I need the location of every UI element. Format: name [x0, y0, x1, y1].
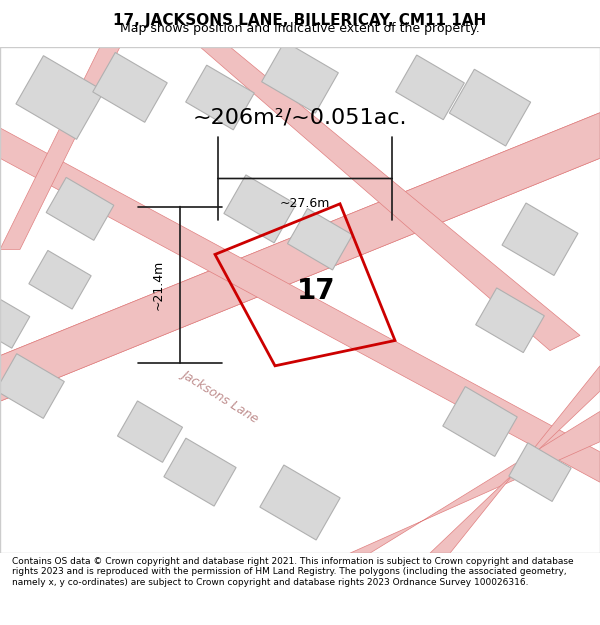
Polygon shape — [185, 65, 254, 130]
Polygon shape — [395, 55, 464, 120]
Polygon shape — [16, 56, 104, 139]
Text: Jacksons Lane: Jacksons Lane — [179, 368, 261, 425]
Polygon shape — [262, 41, 338, 113]
Polygon shape — [260, 465, 340, 540]
Text: ~27.6m: ~27.6m — [280, 197, 330, 210]
Text: 17: 17 — [297, 277, 335, 305]
Polygon shape — [0, 128, 600, 483]
Polygon shape — [0, 112, 600, 401]
Polygon shape — [476, 288, 544, 352]
Polygon shape — [509, 442, 571, 501]
Polygon shape — [449, 69, 530, 146]
Polygon shape — [29, 251, 91, 309]
Polygon shape — [0, 47, 120, 249]
Polygon shape — [443, 387, 517, 456]
Polygon shape — [93, 52, 167, 122]
Polygon shape — [0, 292, 30, 348]
Polygon shape — [430, 366, 600, 553]
Polygon shape — [164, 438, 236, 506]
Text: 17, JACKSONS LANE, BILLERICAY, CM11 1AH: 17, JACKSONS LANE, BILLERICAY, CM11 1AH — [113, 13, 487, 28]
Polygon shape — [502, 203, 578, 276]
Text: ~206m²/~0.051ac.: ~206m²/~0.051ac. — [193, 107, 407, 127]
Polygon shape — [46, 177, 114, 241]
Polygon shape — [0, 112, 600, 401]
Text: ~21.4m: ~21.4m — [152, 260, 165, 310]
Polygon shape — [200, 47, 580, 351]
Polygon shape — [287, 209, 353, 270]
Polygon shape — [350, 411, 600, 553]
Polygon shape — [224, 175, 296, 243]
Text: Contains OS data © Crown copyright and database right 2021. This information is : Contains OS data © Crown copyright and d… — [12, 557, 574, 586]
Polygon shape — [118, 401, 182, 462]
Text: Map shows position and indicative extent of the property.: Map shows position and indicative extent… — [120, 22, 480, 35]
Polygon shape — [0, 354, 64, 418]
